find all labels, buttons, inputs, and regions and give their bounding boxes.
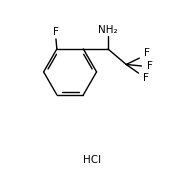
Text: F: F (143, 73, 149, 83)
Text: F: F (147, 61, 153, 71)
Text: F: F (144, 48, 150, 58)
Text: HCl: HCl (83, 155, 101, 165)
Text: F: F (53, 28, 59, 38)
Text: NH₂: NH₂ (98, 25, 118, 35)
